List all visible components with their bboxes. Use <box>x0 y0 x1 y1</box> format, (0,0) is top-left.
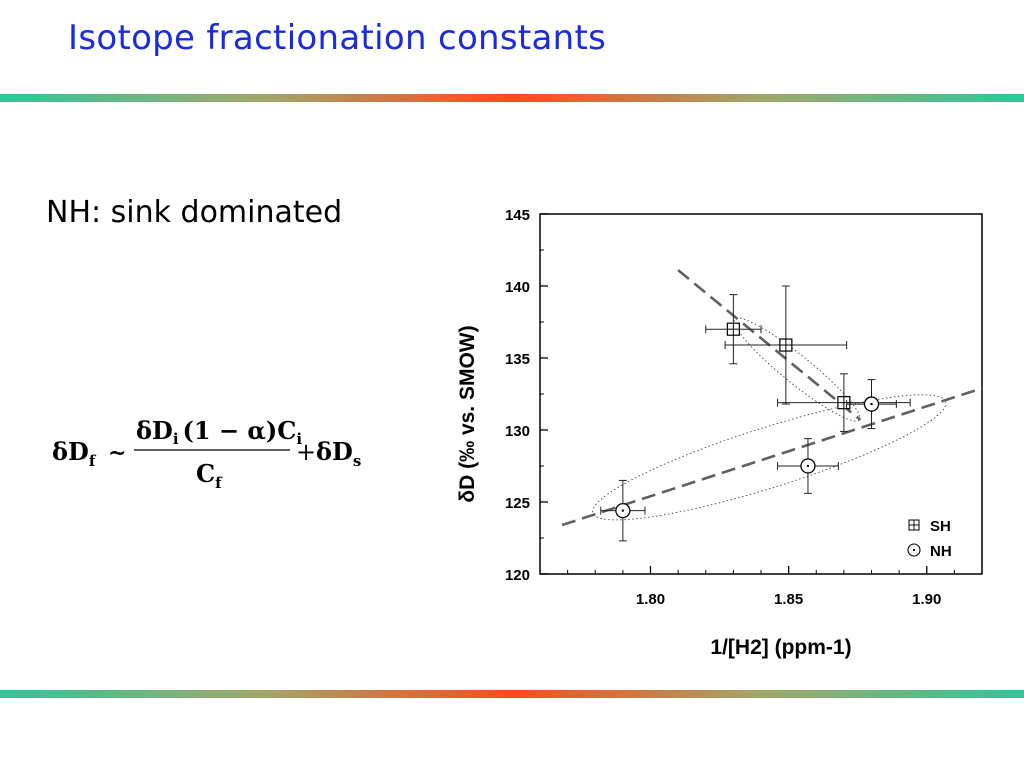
bottom-divider <box>0 690 1024 698</box>
nh-data-point <box>600 479 646 542</box>
nh-marker-dot <box>870 402 873 406</box>
y-tick-label: 125 <box>505 495 530 512</box>
isotope-scatter-chart: 120 125 130 135 140 145 1.80 1.85 1.90 1/[H2] (pp… <box>456 207 983 659</box>
legend-nh-marker-dot <box>912 548 916 552</box>
nh-grouping-ellipse <box>592 394 947 521</box>
eq-plus: + <box>296 438 316 466</box>
slide-title: Isotope fractionation constants <box>68 18 607 58</box>
eq-tail-sub: s <box>353 452 361 470</box>
slide-subtitle: NH: sink dominated <box>46 195 343 230</box>
svg-text:Cf: Cf <box>196 459 223 492</box>
svg-text:δDs: δDs <box>316 437 361 470</box>
x-tick-label: 1.85 <box>774 591 803 608</box>
sh-data-point <box>777 373 911 432</box>
eq-relation: ~ <box>108 440 126 466</box>
nh-fit-line <box>561 387 983 527</box>
x-tick-label: 1.80 <box>636 591 665 608</box>
eq-num-delta: δD <box>136 416 173 445</box>
eq-lhs: δD <box>52 437 89 466</box>
nh-data-point <box>777 438 839 494</box>
x-tick-label: 1.90 <box>912 591 941 608</box>
y-tick-label: 140 <box>505 279 530 296</box>
eq-den: C <box>196 459 215 488</box>
eq-den-sub: f <box>215 474 223 492</box>
x-axis-title: 1/[H2] (ppm-1) <box>710 636 851 659</box>
eq-tail: δD <box>316 437 353 466</box>
svg-text:δDf: δDf <box>52 437 97 470</box>
sh-data-point <box>705 294 762 365</box>
eq-num-sub-i: i <box>173 430 179 448</box>
nh-data-point <box>846 379 897 430</box>
fractionation-equation: δDf ~ δDi (1 − α)Ci Cf + δDs <box>52 416 361 492</box>
chart-legend: SH NH <box>907 518 952 560</box>
top-divider <box>0 94 1024 102</box>
y-tick-label: 120 <box>505 567 530 584</box>
eq-num-sub-i2: i <box>296 430 302 448</box>
y-tick-label: 135 <box>505 351 530 368</box>
eq-num-paren: (1 − α)C <box>183 416 297 445</box>
nh-marker-dot <box>621 509 625 512</box>
legend-nh-label: NH <box>930 543 952 560</box>
y-tick-label: 130 <box>505 423 530 440</box>
y-axis-title: δD (‰ vs. SMOW) <box>456 325 479 502</box>
eq-lhs-sub: f <box>89 452 97 470</box>
nh-marker-dot <box>806 464 810 468</box>
y-tick-label: 145 <box>505 207 530 224</box>
svg-text:δDi(1 − α)Ci: δDi (1 − α)Ci <box>136 416 302 448</box>
sh-data-point <box>724 285 848 405</box>
legend-sh-label: SH <box>930 518 951 535</box>
